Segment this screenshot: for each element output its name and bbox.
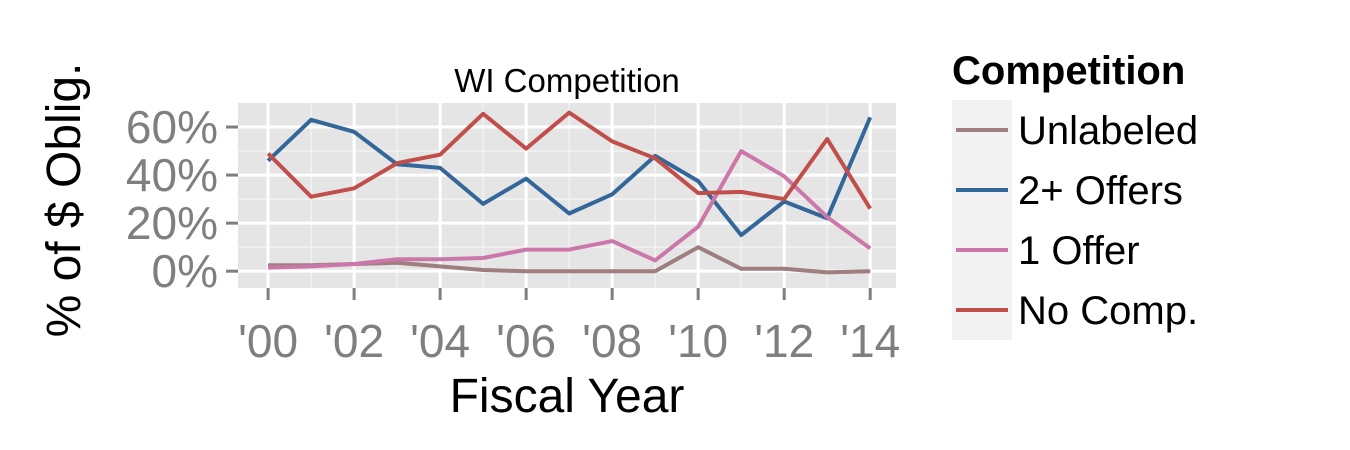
x-tick-label: '06 [496, 315, 556, 367]
x-axis-title: Fiscal Year [450, 370, 685, 423]
legend: Competition Unlabeled 2+ Offers 1 Offer No … [952, 49, 1198, 340]
x-tick-label: '08 [582, 315, 642, 367]
legend-label: Unlabeled [1018, 109, 1198, 153]
series-line-no-comp [266, 110, 872, 210]
plot-background [238, 103, 896, 288]
x-tick-label: '02 [324, 315, 384, 367]
y-tick-label: 0% [152, 245, 218, 297]
x-tick-label: '04 [410, 315, 470, 367]
legend-item: No Comp. [952, 280, 1198, 340]
y-axis-title: % of $ Oblig. [38, 63, 91, 338]
x-tick-label: '14 [840, 315, 900, 367]
x-tick-label: '10 [668, 315, 728, 367]
y-tick-label: 60% [126, 101, 218, 153]
legend-label: 2+ Offers [1018, 169, 1183, 213]
y-axis: 0%20%40%60% [126, 101, 238, 297]
legend-item: Unlabeled [952, 100, 1198, 160]
legend-item: 1 Offer [952, 220, 1140, 280]
y-tick-label: 20% [126, 197, 218, 249]
legend-label: No Comp. [1018, 289, 1198, 333]
x-tick-label: '12 [754, 315, 814, 367]
plot-area [238, 103, 896, 288]
legend-label: 1 Offer [1018, 229, 1140, 273]
plot-title: WI Competition [454, 62, 680, 99]
series-line-2-offers [266, 116, 873, 238]
x-tick-label: '00 [238, 315, 298, 367]
legend-items: Unlabeled 2+ Offers 1 Offer No Comp. [952, 100, 1198, 340]
series-line-1-offer [268, 149, 872, 270]
legend-item: 2+ Offers [952, 160, 1183, 220]
y-tick-label: 40% [126, 149, 218, 201]
x-axis: '00 '02 '04 '06 '08 '10 '12 '14 [238, 288, 900, 367]
legend-title: Competition [952, 49, 1185, 93]
